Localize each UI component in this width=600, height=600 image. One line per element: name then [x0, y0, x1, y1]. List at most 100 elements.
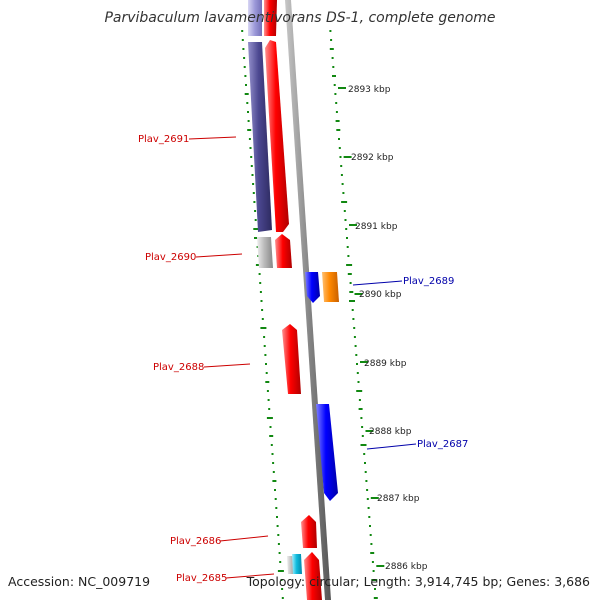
kbp-tick [370, 497, 379, 499]
gc-dot [355, 354, 358, 356]
gc-dot [346, 237, 348, 239]
gc-dot [353, 327, 356, 329]
gene-arrow [248, 0, 262, 36]
gc-content-track-right [329, 30, 378, 599]
gc-dot [369, 534, 372, 536]
gc-dot [358, 399, 361, 401]
kbp-label: 2893 kbp [348, 85, 391, 95]
gene-label[interactable]: Plav_2685 [176, 573, 227, 584]
gene-arrow [305, 272, 320, 303]
gc-dot [266, 417, 273, 419]
gc-dot [271, 453, 274, 455]
gene-arrow [248, 42, 272, 232]
gc-dot [347, 273, 352, 275]
gc-dot [329, 30, 332, 32]
gc-dot [247, 111, 249, 113]
gc-dot [244, 93, 249, 95]
kbp-tick-marks [338, 87, 385, 567]
gc-dot [347, 255, 350, 257]
gene-label[interactable]: Plav_2686 [170, 536, 221, 547]
gc-dot [334, 93, 337, 95]
gene-arrow [301, 515, 317, 548]
gc-dot [276, 525, 279, 527]
gc-dot [371, 561, 374, 563]
gc-dot [265, 363, 267, 365]
gc-dot [281, 588, 284, 590]
gc-dot [341, 183, 344, 185]
gc-dot [366, 489, 369, 491]
kbp-tick [349, 224, 357, 226]
kbp-tick [365, 430, 374, 432]
kbp-label: 2887 kbp [377, 494, 420, 504]
gene-arrow [257, 237, 273, 268]
gc-dot [244, 75, 247, 77]
gene-arrow [316, 404, 338, 501]
gc-dot [248, 138, 251, 140]
gene-arrow [304, 552, 322, 600]
gc-dot [261, 318, 264, 320]
gc-dot [281, 597, 284, 599]
gc-dot [251, 174, 254, 176]
gc-dot [252, 183, 255, 185]
gene-arrows-reverse-right [305, 272, 339, 501]
gc-dot [360, 417, 363, 419]
gc-dot [254, 210, 257, 212]
gc-dot [243, 66, 246, 68]
gc-dot [267, 399, 270, 401]
gc-dot [279, 561, 282, 563]
gc-dot [269, 435, 274, 437]
kbp-label: 2889 kbp [364, 359, 407, 369]
gene-label[interactable]: Plav_2687 [417, 439, 468, 450]
gene-arrow [264, 0, 277, 36]
genome-summary-text: Topology: circular; Length: 3,914,745 bp… [246, 574, 590, 589]
gc-dot [356, 372, 359, 374]
gene-label-leaders [188, 136, 417, 579]
gc-dot [357, 381, 360, 383]
gc-dot [338, 147, 341, 149]
gc-dot [368, 516, 371, 518]
gc-dot [259, 291, 262, 293]
gc-dot [338, 138, 340, 140]
gc-dot [243, 57, 246, 59]
gene-label[interactable]: Plav_2691 [138, 134, 189, 145]
gene-arrows-forward [264, 0, 322, 600]
gc-dot [265, 372, 268, 374]
gc-dot [340, 165, 343, 167]
gc-dot [358, 408, 363, 410]
kbp-label: 2892 kbp [351, 153, 394, 163]
gc-dot [336, 129, 341, 131]
gc-dot [266, 390, 269, 392]
gene-label[interactable]: Plav_2689 [403, 276, 454, 287]
gene-label[interactable]: Plav_2690 [145, 252, 196, 263]
genome-title: Parvibaculum lavamentivorans DS-1, compl… [104, 10, 495, 26]
gc-dot [343, 210, 346, 212]
gc-dot [349, 300, 355, 302]
gc-dot [354, 345, 357, 347]
gc-dot [277, 534, 280, 536]
gc-dot [250, 156, 253, 158]
gc-dot [335, 120, 340, 122]
gc-dot [259, 282, 262, 284]
gc-dot [370, 543, 373, 545]
gc-dot [353, 336, 356, 338]
gc-dot [241, 30, 244, 32]
gc-dot [332, 75, 336, 77]
gene-arrows-reverse-left [248, 0, 302, 574]
gc-dot [254, 237, 260, 239]
gene-label[interactable]: Plav_2688 [153, 362, 204, 373]
gc-dot [346, 246, 349, 248]
gc-dot [253, 201, 256, 203]
gc-dot [242, 48, 245, 50]
gc-dot [349, 282, 352, 284]
gc-dot [369, 525, 371, 527]
gc-dot [346, 264, 353, 266]
gc-dot [250, 165, 253, 167]
kbp-tick [338, 87, 346, 89]
gc-dot [253, 228, 260, 230]
gene-arrow [292, 554, 302, 574]
gc-dot [277, 570, 284, 572]
gc-dot [274, 498, 277, 500]
gc-dot [364, 471, 367, 473]
gc-dot [372, 570, 375, 572]
